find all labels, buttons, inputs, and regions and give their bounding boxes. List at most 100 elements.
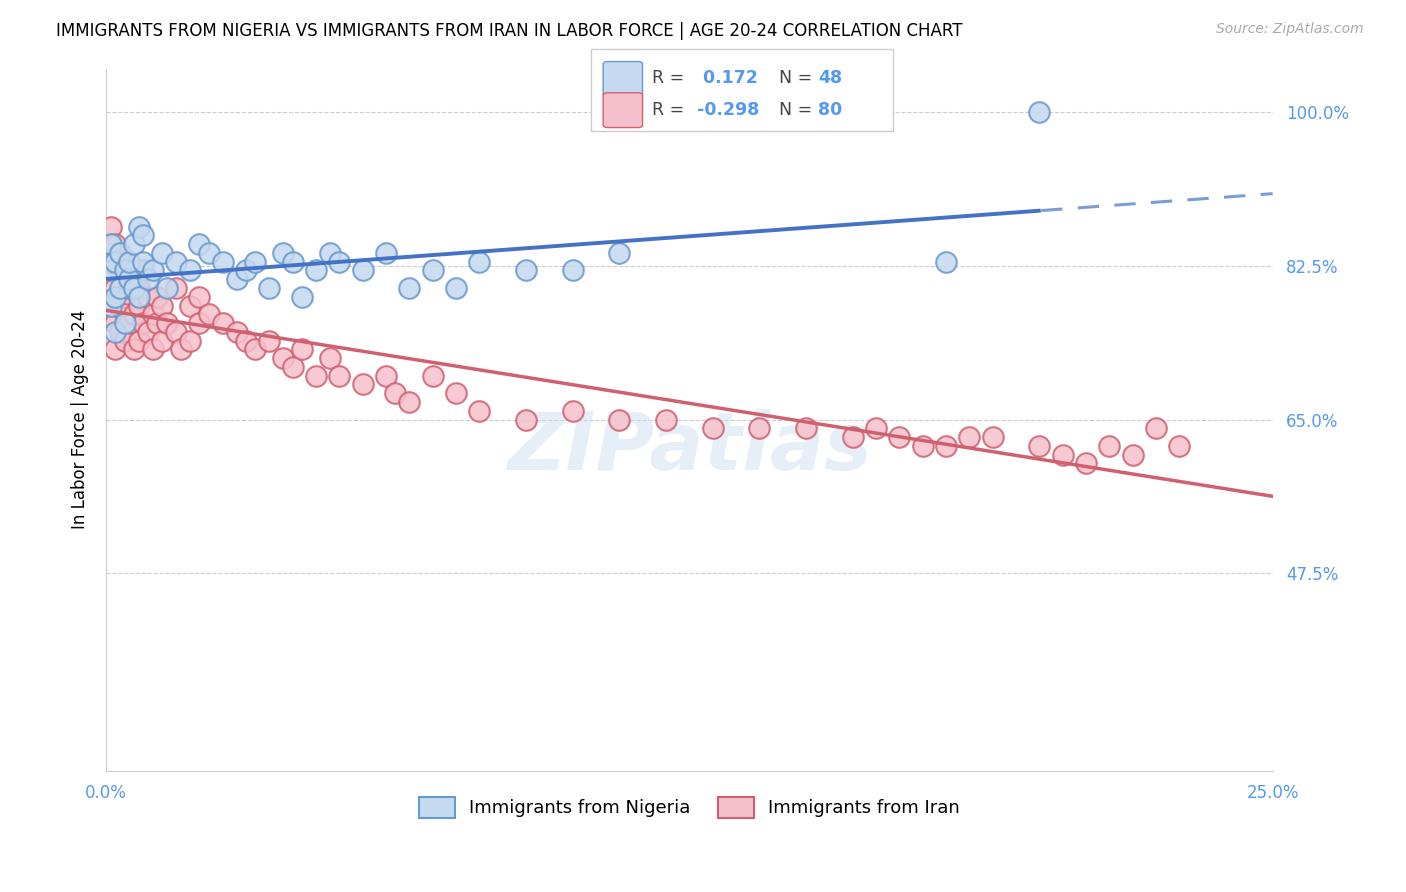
Point (122, 237, 145, 252)
Point (1028, 439, 1050, 453)
Text: N =: N = (779, 70, 813, 87)
Point (197, 245, 219, 260)
Point (128, 290, 150, 304)
Point (104, 343, 127, 357)
Point (136, 325, 159, 339)
Point (865, 421, 887, 435)
Point (100, 263, 122, 277)
Point (150, 245, 173, 260)
Point (104, 325, 127, 339)
Point (981, 430, 1004, 444)
Point (122, 281, 145, 295)
Point (179, 298, 201, 312)
Point (100, 237, 122, 252)
Point (1052, 448, 1074, 462)
Point (108, 263, 131, 277)
Point (841, 430, 863, 444)
Point (165, 254, 187, 268)
Point (136, 290, 159, 304)
Point (319, 245, 342, 260)
Point (165, 325, 187, 339)
Text: IMMIGRANTS FROM NIGERIA VS IMMIGRANTS FROM IRAN IN LABOR FORCE | AGE 20-24 CORRE: IMMIGRANTS FROM NIGERIA VS IMMIGRANTS FR… (56, 22, 963, 40)
Point (935, 254, 957, 268)
Point (104, 316, 127, 330)
Point (114, 290, 136, 304)
Point (142, 307, 165, 321)
Point (319, 351, 342, 366)
Text: 48: 48 (818, 70, 842, 87)
Point (655, 412, 678, 426)
Point (352, 263, 374, 277)
Point (957, 430, 980, 444)
Point (155, 281, 177, 295)
Point (104, 281, 127, 295)
Text: N =: N = (779, 101, 813, 119)
Point (136, 272, 159, 286)
Point (128, 334, 150, 348)
Point (935, 439, 957, 453)
Point (257, 281, 280, 295)
Text: R =: R = (652, 101, 685, 119)
Point (150, 334, 173, 348)
Point (352, 377, 374, 392)
Point (748, 421, 770, 435)
Point (197, 307, 219, 321)
Point (132, 263, 155, 277)
Point (607, 412, 630, 426)
Point (515, 412, 537, 426)
Point (444, 281, 467, 295)
Point (468, 254, 491, 268)
Point (225, 272, 247, 286)
Point (468, 404, 491, 418)
Text: ZIPatlas: ZIPatlas (506, 409, 872, 487)
Point (271, 245, 294, 260)
Point (1122, 448, 1144, 462)
Point (211, 316, 233, 330)
Point (155, 316, 177, 330)
Point (146, 316, 169, 330)
Point (794, 421, 817, 435)
Point (188, 316, 211, 330)
Point (108, 298, 131, 312)
Point (114, 334, 136, 348)
Point (398, 395, 420, 409)
Point (235, 334, 257, 348)
Point (1144, 421, 1167, 435)
Point (114, 263, 136, 277)
Legend: Immigrants from Nigeria, Immigrants from Iran: Immigrants from Nigeria, Immigrants from… (412, 789, 967, 825)
Point (118, 281, 141, 295)
Point (561, 404, 583, 418)
Point (281, 254, 304, 268)
Point (271, 351, 294, 366)
Point (100, 254, 122, 268)
Point (245, 254, 267, 268)
Point (188, 290, 211, 304)
Point (100, 298, 122, 312)
Point (1074, 457, 1097, 471)
Point (100, 219, 122, 234)
Point (235, 263, 257, 277)
Point (104, 254, 127, 268)
Point (245, 343, 267, 357)
Point (118, 254, 141, 268)
Point (305, 368, 328, 383)
Point (122, 343, 145, 357)
Point (150, 298, 173, 312)
Point (132, 228, 155, 243)
Point (374, 245, 396, 260)
Point (104, 237, 127, 252)
Point (444, 386, 467, 401)
Text: R =: R = (652, 70, 685, 87)
Text: 80: 80 (818, 101, 842, 119)
Point (118, 316, 141, 330)
Point (328, 254, 350, 268)
Point (128, 298, 150, 312)
Point (100, 298, 122, 312)
Point (118, 272, 141, 286)
Text: 0.172: 0.172 (697, 70, 758, 87)
Point (128, 219, 150, 234)
Point (122, 263, 145, 277)
Point (146, 290, 169, 304)
Point (122, 307, 145, 321)
Point (305, 263, 328, 277)
